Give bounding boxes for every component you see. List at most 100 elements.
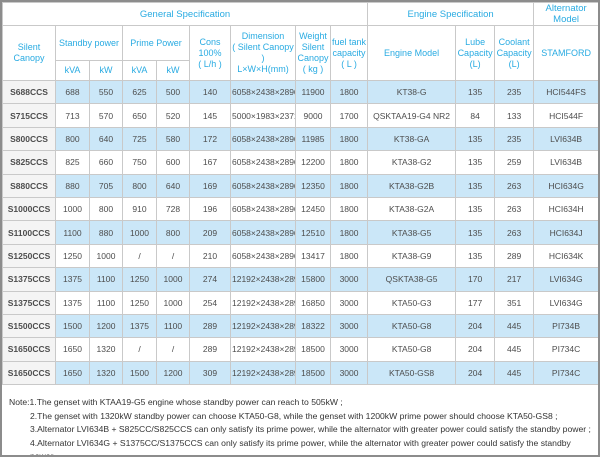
cell-standby_kva: 1250: [55, 243, 90, 269]
table-row: S800CCS 800 640 725 580 172 6058×2438×2896 1198…: [2, 126, 598, 152]
cell-engine: KTA38-G5: [367, 220, 457, 245]
col-coolant-capacity: Coolant Capacity (L): [494, 25, 535, 81]
model-link[interactable]: S1650CCS: [2, 337, 56, 362]
cell-engine: KTA50-G8: [367, 313, 457, 339]
cell-prime_kva: 725: [122, 126, 157, 152]
col-standby-power: Standby power: [55, 25, 123, 61]
cell-prime_kva: 1375: [122, 313, 157, 339]
cell-dimension: 6058×2438×2896: [230, 243, 296, 269]
cell-weight: 11900: [295, 79, 331, 105]
col-fuel-tank: fuel tank capacity ( L ): [329, 25, 369, 81]
cell-prime_kw: 520: [156, 103, 190, 128]
spec-table: General Specification Engine Specificati…: [2, 2, 598, 386]
cell-standby_kva: 1650: [55, 337, 90, 362]
cell-coolant: 351: [494, 290, 535, 315]
model-link[interactable]: S1375CCS: [2, 290, 56, 315]
table-row: S1000CCS 1000 800 910 728 196 6058×2438×2896 12…: [2, 196, 598, 222]
table-row: S880CCS 880 705 800 640 169 6058×2438×2896 1235…: [2, 173, 598, 198]
cell-coolant: 263: [494, 220, 535, 245]
cell-standby_kw: 705: [89, 173, 123, 198]
cell-standby_kw: 1320: [89, 337, 123, 362]
cell-fuel: 1800: [329, 220, 369, 245]
cell-fuel: 1800: [329, 150, 369, 175]
cell-prime_kva: 650: [122, 103, 157, 128]
cell-prime_kva: 750: [122, 150, 157, 175]
cell-standby_kva: 688: [55, 79, 90, 105]
cell-engine: KTA38-G2A: [367, 196, 457, 222]
model-link[interactable]: S1375CCS: [2, 267, 56, 292]
cell-alternator: HCI634K: [533, 243, 598, 269]
cell-cons: 254: [189, 290, 231, 315]
cell-fuel: 3000: [329, 360, 369, 386]
cell-engine: QSKTAA19-G4 NR2: [367, 103, 457, 128]
cell-engine: KTA38-G2: [367, 150, 457, 175]
cell-weight: 16850: [295, 290, 331, 315]
cell-lube: 135: [455, 173, 496, 198]
cell-prime_kw: 640: [156, 173, 190, 198]
model-link[interactable]: S1000CCS: [2, 196, 56, 222]
cell-prime_kw: 800: [156, 220, 190, 245]
cell-lube: 135: [455, 196, 496, 222]
cell-lube: 135: [455, 79, 496, 105]
cell-cons: 289: [189, 313, 231, 339]
model-link[interactable]: S825CCS: [2, 150, 56, 175]
cell-fuel: 3000: [329, 313, 369, 339]
table-row: S1375CCS 1375 1100 1250 1000 274 12192×2438×28…: [2, 267, 598, 292]
cell-fuel: 1700: [329, 103, 369, 128]
model-link[interactable]: S715CCS: [2, 103, 56, 128]
notes: Note:1.The genset with KTAA19-G5 engine …: [2, 385, 598, 455]
cell-prime_kw: 1000: [156, 267, 190, 292]
col-cons: Cons 100% ( L/h ): [189, 25, 231, 81]
cell-alternator: HCI544F: [533, 103, 598, 128]
cell-standby_kva: 1000: [55, 196, 90, 222]
cell-standby_kva: 1650: [55, 360, 90, 386]
cell-standby_kw: 1100: [89, 290, 123, 315]
cell-engine: KT38-G: [367, 79, 457, 105]
cell-engine: KTA38-G9: [367, 243, 457, 269]
cell-prime_kva: 910: [122, 196, 157, 222]
cell-dimension: 12192×2438×2896: [230, 337, 296, 362]
col-prime-kva: kVA: [122, 60, 157, 81]
cell-weight: 18500: [295, 360, 331, 386]
cell-prime_kw: 1000: [156, 290, 190, 315]
table-row: S825CCS 825 660 750 600 167 6058×2438×2896 1220…: [2, 150, 598, 175]
model-link[interactable]: S1100CCS: [2, 220, 56, 245]
model-link[interactable]: S688CCS: [2, 79, 56, 105]
group-header-row: General Specification Engine Specificati…: [2, 2, 598, 26]
table-row: S1250CCS 1250 1000//210 6058×2438×2896 13417…: [2, 243, 598, 269]
cell-weight: 9000: [295, 103, 331, 128]
cell-dimension: 5000×1983×2371: [230, 103, 296, 128]
cell-prime_kva: 1000: [122, 220, 157, 245]
model-link[interactable]: S1650CCS: [2, 360, 56, 386]
col-standby-kva: kVA: [55, 60, 90, 81]
model-link[interactable]: S800CCS: [2, 126, 56, 152]
cell-cons: 210: [189, 243, 231, 269]
cell-standby_kva: 1500: [55, 313, 90, 339]
model-link[interactable]: S880CCS: [2, 173, 56, 198]
col-lube-capacity: Lube Capacity (L): [455, 25, 496, 81]
cell-fuel: 1800: [329, 126, 369, 152]
cell-lube: 135: [455, 126, 496, 152]
cell-prime_kva: 800: [122, 173, 157, 198]
column-header-row: Silent Canopy Standby power Prime Power …: [2, 25, 598, 81]
cell-weight: 11985: [295, 126, 331, 152]
cell-weight: 18500: [295, 337, 331, 362]
cell-standby_kva: 1375: [55, 267, 90, 292]
cell-alternator: HCI634J: [533, 220, 598, 245]
cell-dimension: 6058×2438×2896: [230, 150, 296, 175]
cell-engine: QSKTA38-G5: [367, 267, 457, 292]
cell-standby_kw: 880: [89, 220, 123, 245]
col-standby-kw: kW: [89, 60, 123, 81]
cell-dimension: 6058×2438×2896: [230, 79, 296, 105]
cell-coolant: 289: [494, 243, 535, 269]
cell-coolant: 235: [494, 126, 535, 152]
group-engine-specification: Engine Specification: [367, 2, 535, 26]
cell-alternator: PI734B: [533, 313, 598, 339]
cell-coolant: 445: [494, 313, 535, 339]
model-link[interactable]: S1500CCS: [2, 313, 56, 339]
cell-alternator: LVI634B: [533, 126, 598, 152]
cell-standby_kw: 550: [89, 79, 123, 105]
cell-dimension: 6058×2438×2896: [230, 196, 296, 222]
model-link[interactable]: S1250CCS: [2, 243, 56, 269]
cell-cons: 169: [189, 173, 231, 198]
